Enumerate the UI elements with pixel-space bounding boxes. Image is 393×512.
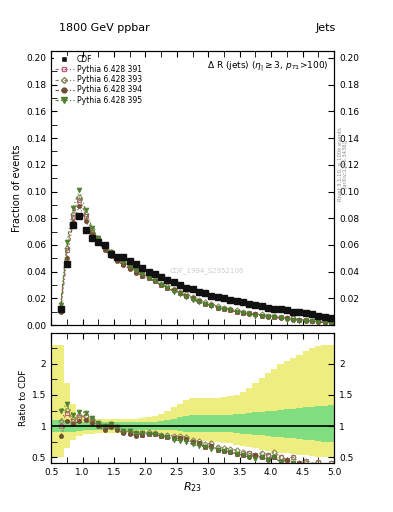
Y-axis label: Ratio to CDF: Ratio to CDF bbox=[19, 370, 28, 426]
Text: [arXiv:1306.3436]: [arXiv:1306.3436] bbox=[342, 140, 346, 188]
Y-axis label: Fraction of events: Fraction of events bbox=[12, 144, 22, 232]
Legend: CDF, Pythia 6.428 391, Pythia 6.428 393, Pythia 6.428 394, Pythia 6.428 395: CDF, Pythia 6.428 391, Pythia 6.428 393,… bbox=[53, 53, 144, 106]
Text: Jets: Jets bbox=[316, 23, 336, 33]
Text: $\Delta$ R (jets) ($\eta_{|} \geq 3$, $p_{T1}$>100): $\Delta$ R (jets) ($\eta_{|} \geq 3$, $p… bbox=[207, 59, 329, 74]
Text: 1800 GeV ppbar: 1800 GeV ppbar bbox=[59, 23, 150, 33]
X-axis label: $R_{23}$: $R_{23}$ bbox=[183, 480, 202, 494]
Text: Rivet 3.1.10, ≥ 100k events: Rivet 3.1.10, ≥ 100k events bbox=[338, 127, 342, 201]
Text: CDF_1994_S2952106: CDF_1994_S2952106 bbox=[169, 267, 244, 274]
